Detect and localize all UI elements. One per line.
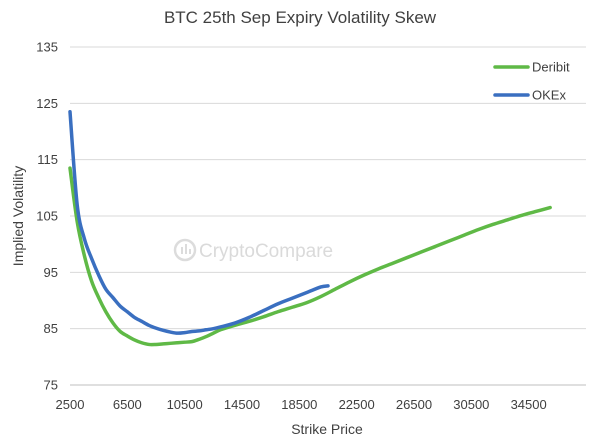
watermark-logo-icon [173,238,197,262]
legend-label: OKEx [532,88,566,103]
x-tick-label: 18500 [281,397,317,412]
series [68,110,552,347]
x-tick-label: 6500 [113,397,142,412]
y-tick-label: 95 [44,265,58,280]
y-axis-title: Implied Volatility [10,166,26,266]
grid [70,46,586,386]
watermark-text: CryptoCompare [199,241,333,262]
chart-title: BTC 25th Sep Expiry Volatility Skew [164,8,437,27]
legend: Deribit OKEx [493,60,570,103]
y-tick-label: 135 [36,40,58,55]
series-line-deribit [68,166,552,347]
x-tick-label: 26500 [396,397,432,412]
x-tick-label: 10500 [167,397,203,412]
x-tick-label: 2500 [56,397,85,412]
x-tick-label: 22500 [339,397,375,412]
y-axis-ticks: 75 85 95 105 115 125 135 [36,40,58,393]
y-tick-label: 75 [44,378,58,393]
x-axis-title: Strike Price [291,421,363,437]
y-tick-label: 105 [36,209,58,224]
watermark: CryptoCompare [173,238,333,262]
y-tick-label: 115 [37,152,58,167]
x-tick-label: 34500 [511,397,547,412]
series-line-okex [68,110,330,335]
y-tick-label: 85 [44,321,58,336]
y-tick-label: 125 [36,96,58,111]
x-axis-ticks: 2500 6500 10500 14500 18500 22500 26500 30500 34… [56,397,547,412]
legend-label: Deribit [532,60,570,75]
x-tick-label: 14500 [224,397,260,412]
x-tick-label: 30500 [453,397,489,412]
